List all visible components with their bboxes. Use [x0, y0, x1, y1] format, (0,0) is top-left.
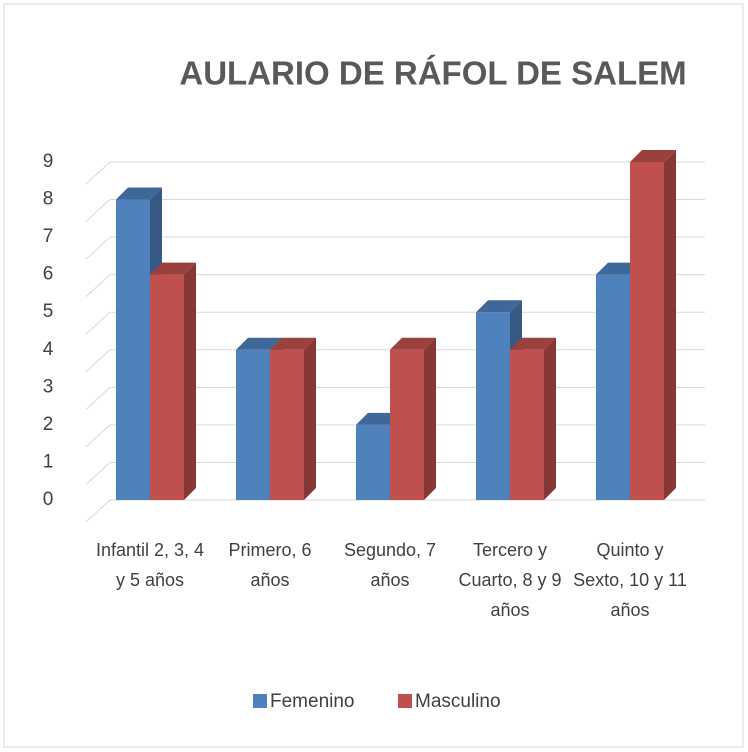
chart-title: AULARIO DE RÁFOL DE SALEM — [179, 55, 686, 92]
y-tick-label: 2 — [43, 414, 54, 435]
x-tick-label: Primero, 6 años — [228, 540, 312, 590]
y-tick-label: 7 — [43, 226, 54, 247]
bar — [150, 262, 196, 500]
bar — [390, 337, 436, 500]
x-tick-label: Tercero y Cuarto, 8 y 9 años — [458, 540, 562, 620]
bar — [270, 337, 316, 500]
grid-line — [85, 311, 111, 335]
y-tick-label: 9 — [43, 151, 54, 172]
x-tick-label: Infantil 2, 3, 4 y 5 años — [95, 540, 205, 590]
grid-line — [85, 499, 111, 523]
legend-swatch — [398, 694, 412, 708]
y-tick-label: 6 — [43, 264, 54, 285]
y-tick-label: 4 — [43, 339, 54, 360]
grid-line — [85, 462, 111, 485]
grid-line — [85, 424, 111, 448]
x-tick-label: Quinto y Sexto, 10 y 11 años — [573, 540, 687, 620]
legend-label: Masculino — [415, 691, 501, 712]
grid-line — [85, 349, 111, 373]
grid-line — [85, 386, 111, 410]
y-tick-label: 5 — [43, 301, 54, 322]
grid-line — [85, 236, 111, 260]
bar — [630, 150, 676, 500]
grid-line — [85, 161, 111, 185]
x-tick-label: Segundo, 7 años — [343, 540, 437, 590]
legend-label: Femenino — [270, 691, 355, 712]
grid-line — [85, 199, 111, 222]
legend-swatch — [253, 694, 267, 708]
y-tick-label: 0 — [43, 489, 54, 510]
y-tick-label: 1 — [43, 451, 54, 472]
grid-line — [85, 274, 111, 298]
bar — [510, 337, 556, 500]
y-tick-label: 8 — [43, 189, 54, 210]
y-tick-label: 3 — [43, 376, 54, 397]
